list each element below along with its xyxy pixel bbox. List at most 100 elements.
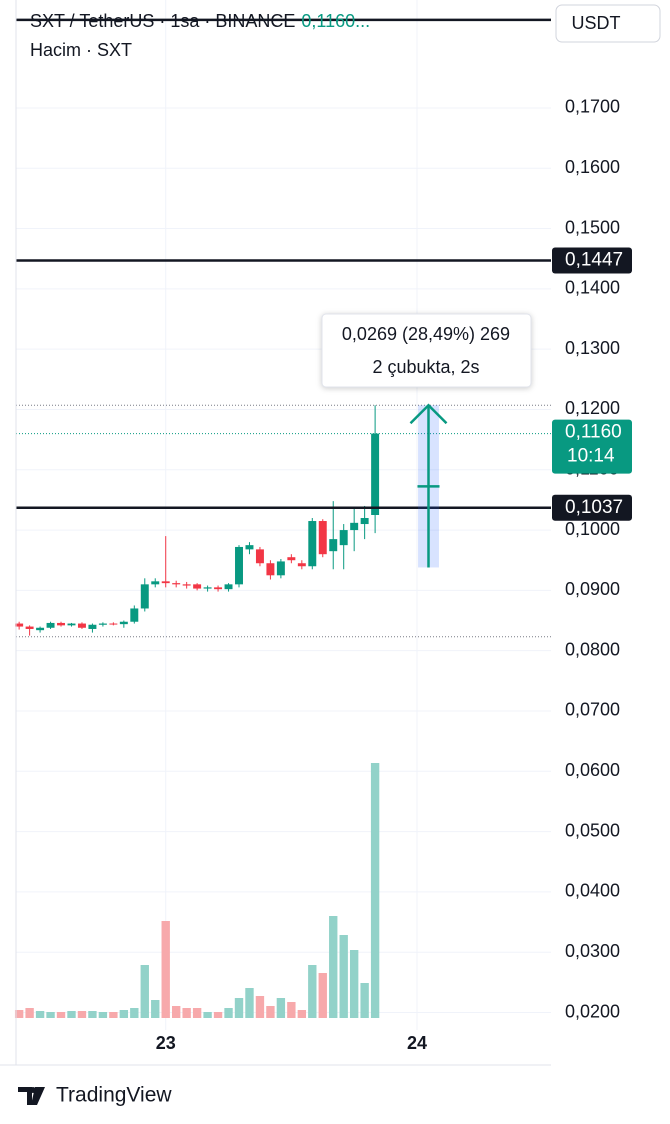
x-tick-label: 24 <box>407 1033 427 1053</box>
y-tick-label: 0,0300 <box>565 941 620 961</box>
price-layer <box>15 405 380 636</box>
volume-bar <box>255 996 265 1018</box>
last-price-box <box>552 419 632 474</box>
measure-text: 0,0269 (28,49%) 269 <box>342 324 510 344</box>
volume-bar <box>339 935 348 1018</box>
volume-bar <box>360 983 369 1018</box>
hline-price-label: 0,1037 <box>565 497 623 518</box>
measure-arrowhead <box>409 403 448 425</box>
y-tick-label: 0,0700 <box>565 700 620 720</box>
volume-bar <box>276 998 286 1018</box>
candle-body <box>98 623 107 625</box>
y-tick-label: 0,0900 <box>565 579 620 599</box>
y-tick-label: 0,1300 <box>565 338 620 358</box>
volume-bar <box>182 1008 191 1018</box>
candle-body <box>109 623 118 625</box>
candle-body <box>130 608 139 622</box>
candle-body <box>193 584 202 589</box>
volume-bar <box>266 1006 275 1018</box>
volume-bar <box>224 1008 233 1018</box>
volume-bar <box>161 921 170 1018</box>
currency-box[interactable] <box>555 4 661 43</box>
candle-body <box>172 583 181 585</box>
volume-bar <box>67 1011 76 1018</box>
candle-body <box>297 563 306 567</box>
hline-price-label: 0,1447 <box>565 250 623 271</box>
candle-body <box>371 433 380 515</box>
y-tick-label: 0,1500 <box>565 217 620 237</box>
volume-bar <box>234 998 244 1018</box>
y-tick-label: 0,1600 <box>565 157 620 177</box>
candle-body <box>119 621 128 625</box>
volume-bar <box>119 1010 129 1018</box>
y-tick-label: 0,0500 <box>565 820 620 840</box>
volume-bar <box>297 1010 307 1018</box>
volume-bar <box>25 1008 34 1018</box>
volume-bar <box>171 1006 181 1018</box>
volume-bar <box>56 1012 66 1018</box>
x-tick-label: 23 <box>156 1033 176 1053</box>
volume-bar <box>130 1008 139 1018</box>
volume-bar <box>318 973 327 1018</box>
candle-body <box>182 584 191 586</box>
y-tick-label: 0,0400 <box>565 881 620 901</box>
y-tick-label: 0,0800 <box>565 639 620 659</box>
candle-body <box>140 584 149 609</box>
candle-body <box>350 522 359 531</box>
grid <box>16 0 551 1030</box>
brand-logo <box>18 1087 45 1105</box>
candle-body <box>36 627 45 631</box>
title-price: 0,1160... <box>301 11 370 31</box>
candle-body <box>161 581 170 584</box>
candle-body <box>151 581 160 585</box>
volume-bar <box>35 1011 45 1018</box>
symbol: SXT / TetherUS · 1sa · BINANCE <box>30 11 295 31</box>
candle-body <box>308 521 317 567</box>
candle-body <box>67 623 76 626</box>
measure-tooltip <box>321 313 532 388</box>
brand: TradingView <box>56 1084 172 1107</box>
volume-bar <box>203 1012 212 1018</box>
last-price-label: 0,1160 <box>565 422 622 443</box>
volume-bar <box>192 1008 202 1018</box>
candle-body <box>77 623 86 628</box>
y-tick-label: 0,1400 <box>565 278 620 298</box>
candle-body <box>15 623 24 627</box>
candle-body <box>329 539 338 552</box>
y-tick-label: 0,1200 <box>565 398 620 418</box>
candle-body <box>25 626 34 629</box>
volume-bar <box>77 1011 87 1018</box>
brand-logo-dot <box>30 1087 36 1093</box>
currency[interactable]: USDT <box>572 13 621 33</box>
legend-title: SXT / TetherUS · 1sa · BINANCE 0,1160... <box>30 11 370 31</box>
candle-body <box>57 622 65 626</box>
volume-bar <box>245 988 254 1018</box>
candle-body <box>266 563 275 576</box>
measure-text: 2 çubukta, 2s <box>372 357 479 377</box>
volume-bar <box>109 1012 118 1018</box>
volume-bar <box>329 916 338 1018</box>
volume-bar <box>213 1012 223 1018</box>
candle-body <box>235 546 243 585</box>
hline-price-box <box>552 247 632 274</box>
overlay-layer: 0,0269 (28,49%) 269 2 çubukta, 2s <box>16 18 551 638</box>
candle-body <box>318 521 327 555</box>
candle-body <box>287 557 296 561</box>
candle-body <box>339 530 348 546</box>
volume-bar <box>287 1002 296 1018</box>
countdown: 10:14 <box>567 446 615 467</box>
y-tick-label: 0,0200 <box>565 1001 620 1021</box>
candle-body <box>255 549 264 564</box>
candle-body <box>276 561 285 576</box>
volume-bar <box>140 965 149 1018</box>
volume-bar <box>151 1000 160 1018</box>
candle-body <box>224 584 233 590</box>
volume-layer <box>14 763 380 1018</box>
candle-body <box>203 587 212 589</box>
candle-body <box>88 624 97 629</box>
volume-bar <box>14 1010 24 1018</box>
volume-bar <box>46 1012 55 1018</box>
y-tick-label: 0,1000 <box>565 519 620 539</box>
volume-bar <box>370 763 380 1018</box>
